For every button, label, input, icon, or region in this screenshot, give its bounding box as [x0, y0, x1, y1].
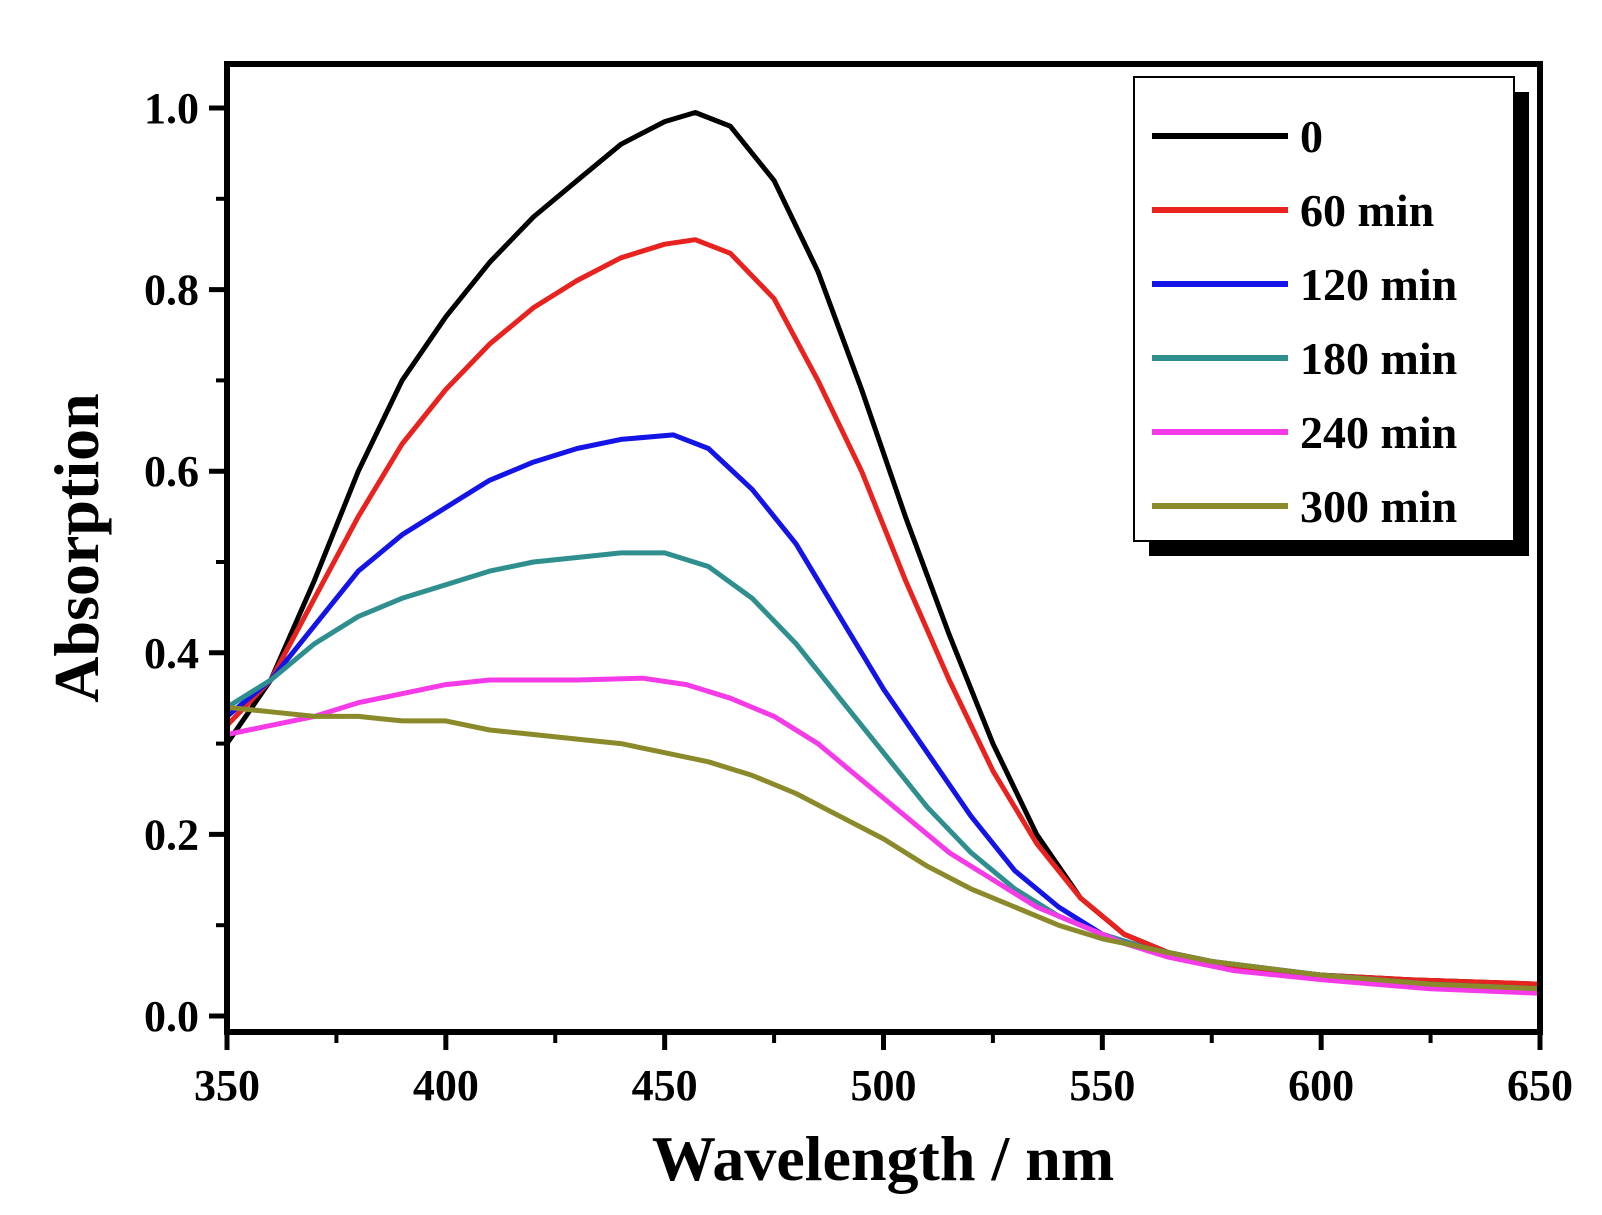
y-tick-label: 0.2 — [144, 810, 199, 859]
legend-label-4: 240 min — [1300, 407, 1457, 458]
y-axis-title: Absorption — [41, 393, 112, 702]
legend-label-0: 0 — [1300, 111, 1323, 162]
y-tick-label: 1.0 — [144, 84, 199, 133]
series-line-5 — [224, 704, 1543, 992]
x-axis-title: Wavelength / nm — [652, 1123, 1114, 1194]
series-line-4 — [224, 675, 1543, 996]
y-tick-label: 0.8 — [144, 266, 199, 315]
legend-box — [1133, 76, 1515, 542]
x-tick-label: 650 — [1507, 1061, 1573, 1110]
y-axis-tick-labels: 0.0 0.2 0.4 0.6 0.8 1.0 — [144, 84, 199, 1041]
legend-label-3: 180 min — [1300, 333, 1457, 384]
x-axis-ticks — [224, 1032, 1543, 1050]
y-tick-label: 0.0 — [144, 992, 199, 1041]
y-axis-ticks — [209, 105, 227, 1019]
x-tick-label: 350 — [194, 1061, 260, 1110]
x-tick-label: 550 — [1069, 1061, 1135, 1110]
x-tick-label: 400 — [413, 1061, 479, 1110]
x-tick-label: 600 — [1288, 1061, 1354, 1110]
legend-label-1: 60 min — [1300, 185, 1434, 236]
legend: 0 60 min 120 min 180 min 240 min 300 min — [1133, 76, 1529, 556]
legend-label-5: 300 min — [1300, 481, 1457, 532]
series-line-1 — [224, 237, 1543, 987]
legend-items: 0 60 min 120 min 180 min 240 min 300 min — [1152, 111, 1457, 532]
y-tick-label: 0.4 — [144, 629, 199, 678]
y-tick-label: 0.6 — [144, 447, 199, 496]
x-tick-label: 500 — [851, 1061, 917, 1110]
plot-lines — [224, 110, 1543, 996]
x-tick-label: 450 — [632, 1061, 698, 1110]
legend-label-2: 120 min — [1300, 259, 1457, 310]
x-axis-tick-labels: 350 400 450 500 550 600 650 — [194, 1061, 1573, 1110]
series-line-3 — [224, 550, 1543, 992]
